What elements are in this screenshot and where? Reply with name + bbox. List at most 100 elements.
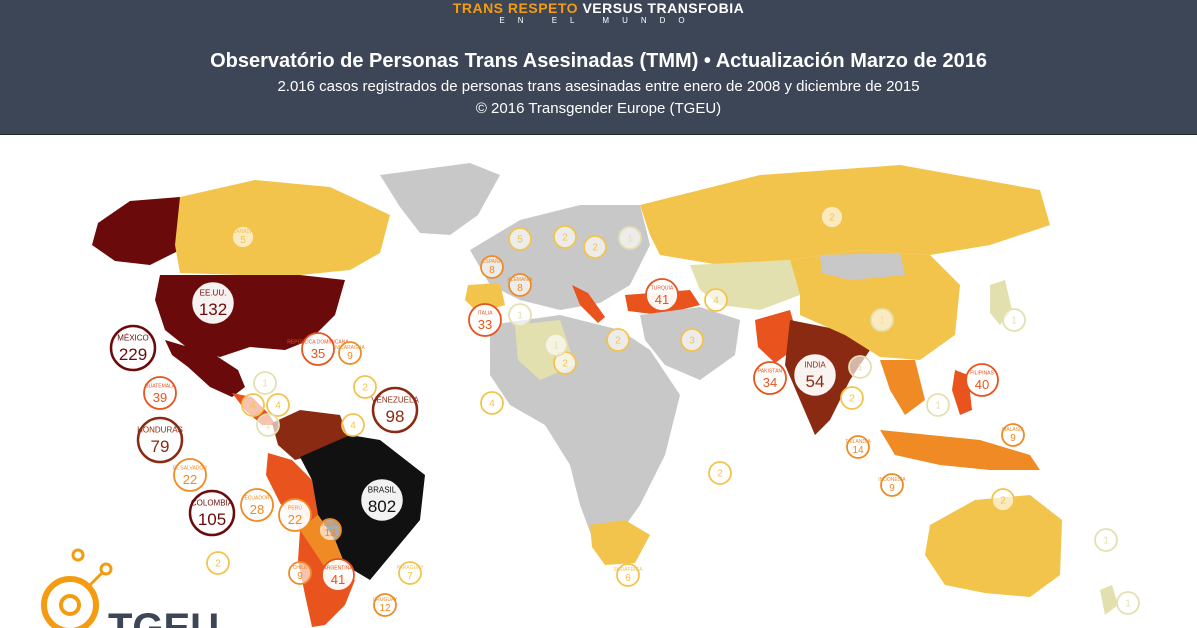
brand-part-1: TRANS RESPETO bbox=[452, 0, 579, 16]
marker-value: 4 bbox=[275, 401, 281, 412]
marker-value: 1 bbox=[879, 316, 885, 327]
marker-circle bbox=[1094, 528, 1118, 552]
marker-circle bbox=[358, 476, 406, 524]
marker-circle bbox=[753, 361, 787, 395]
marker-value: 40 bbox=[975, 377, 989, 392]
marker-country-label: VENEZUELA bbox=[371, 395, 419, 404]
marker-value: 1 bbox=[262, 379, 268, 390]
marker-value: 2 bbox=[615, 336, 621, 347]
marker-unlabeled-41: 2 bbox=[708, 461, 732, 485]
marker-circle bbox=[256, 413, 280, 437]
marker-value: 8 bbox=[489, 265, 495, 276]
brand-subtitle: EN EL MUNDO bbox=[499, 16, 698, 25]
marker-value: 132 bbox=[199, 300, 227, 319]
marker-country-label: SUDÁFRICA bbox=[614, 566, 644, 573]
marker-circle bbox=[616, 563, 640, 587]
marker-circle bbox=[480, 255, 504, 279]
marker-circle bbox=[991, 488, 1015, 512]
marker-unlabeled-42: 2 bbox=[840, 386, 864, 410]
copyright-credit: © 2016 Transgender Europe (TGEU) bbox=[475, 100, 722, 117]
marker-value: 2 bbox=[592, 243, 598, 254]
marker-circle bbox=[553, 225, 577, 249]
marker-unlabeled-36: 2 bbox=[820, 205, 844, 229]
marker-value: 54 bbox=[806, 372, 825, 391]
marker-country-label: CANADÁ bbox=[233, 228, 255, 235]
marker-circle bbox=[373, 593, 397, 617]
marker-unlabeled-35: 3 bbox=[680, 328, 704, 352]
marker-circle bbox=[136, 416, 184, 464]
marker-country-label: MÉXICO bbox=[117, 333, 149, 342]
marker-circle bbox=[206, 551, 230, 575]
country-greenland bbox=[380, 163, 500, 235]
brand-part-2: VERSUS TRANSFOBIA bbox=[582, 0, 745, 16]
marker-value: 1 bbox=[553, 341, 559, 352]
marker-value: 5 bbox=[517, 235, 523, 246]
marker-value: 9 bbox=[1010, 433, 1016, 444]
marker-circle bbox=[618, 226, 642, 250]
marker-venezuela: VENEZUELA 98 bbox=[371, 386, 419, 434]
marker-layer: EE.UU.132MÉXICO229BRASIL802COLOMBIA105VE… bbox=[109, 205, 1140, 617]
marker-circle bbox=[508, 303, 532, 327]
marker-circle bbox=[468, 303, 502, 337]
marker-circle bbox=[371, 386, 419, 434]
country-china bbox=[790, 250, 960, 360]
marker-honduras: HONDURAS 79 bbox=[136, 416, 184, 464]
marker-value: 12 bbox=[379, 603, 391, 614]
marker-unlabeled-39: 2 bbox=[353, 375, 377, 399]
marker-country-label: REPÚBLICA DOMINICANA bbox=[287, 338, 349, 345]
marker-value: 79 bbox=[151, 437, 170, 456]
marker-country-label: EE.UU. bbox=[200, 288, 227, 297]
marker-unlabeled-31: 4 bbox=[480, 391, 504, 415]
tgeu-logo: TGEU bbox=[41, 548, 219, 628]
marker-unlabeled-43: 2 bbox=[991, 488, 1015, 512]
marker-value: 41 bbox=[655, 292, 669, 307]
marker-brasil: BRASIL 802 bbox=[358, 476, 406, 524]
marker-country-label: COLOMBIA bbox=[191, 498, 234, 507]
marker-circle bbox=[338, 341, 362, 365]
world-map: EE.UU.132MÉXICO229BRASIL802COLOMBIA105VE… bbox=[41, 163, 1140, 628]
marker-country-label: CHILE bbox=[293, 565, 308, 571]
marker-value: 8 bbox=[517, 283, 523, 294]
marker-circle bbox=[241, 393, 265, 417]
marker-value: 1 bbox=[265, 421, 271, 432]
marker-unlabeled-37: 2 bbox=[553, 225, 577, 249]
marker-country-label: ESPAÑA bbox=[482, 258, 503, 265]
marker-circle bbox=[278, 498, 312, 532]
marker-value: 2 bbox=[849, 394, 855, 405]
marker-ee-uu-: EE.UU. 132 bbox=[189, 279, 237, 327]
marker-circle bbox=[189, 279, 237, 327]
marker-country-label: EL SALVADOR bbox=[173, 465, 207, 471]
marker-country-label: INDONESIA bbox=[878, 477, 906, 483]
country-mongolia bbox=[820, 253, 905, 280]
marker-unlabeled-48: 1 bbox=[618, 226, 642, 250]
marker-country-label: URUGUAY bbox=[373, 597, 398, 603]
marker-unlabeled-49: 1 bbox=[870, 308, 894, 332]
marker-value: 1 bbox=[857, 363, 863, 374]
marker-country-label: PARAGUAY bbox=[396, 565, 424, 571]
marker-value: 4 bbox=[350, 421, 356, 432]
marker-unlabeled-45: 2 bbox=[583, 235, 607, 259]
marker-value: 2 bbox=[562, 233, 568, 244]
marker-circle bbox=[583, 235, 607, 259]
marker-circle bbox=[965, 363, 999, 397]
marker-unlabeled-54: 1 bbox=[1094, 528, 1118, 552]
marker-value: 3 bbox=[689, 336, 695, 347]
marker-value: 6 bbox=[625, 573, 631, 584]
marker-unlabeled-51: 1 bbox=[544, 333, 568, 357]
marker-circle bbox=[544, 333, 568, 357]
marker-value: 9 bbox=[297, 571, 303, 582]
marker-circle bbox=[848, 355, 872, 379]
marker-country-label: BOLIVIA bbox=[320, 522, 340, 528]
